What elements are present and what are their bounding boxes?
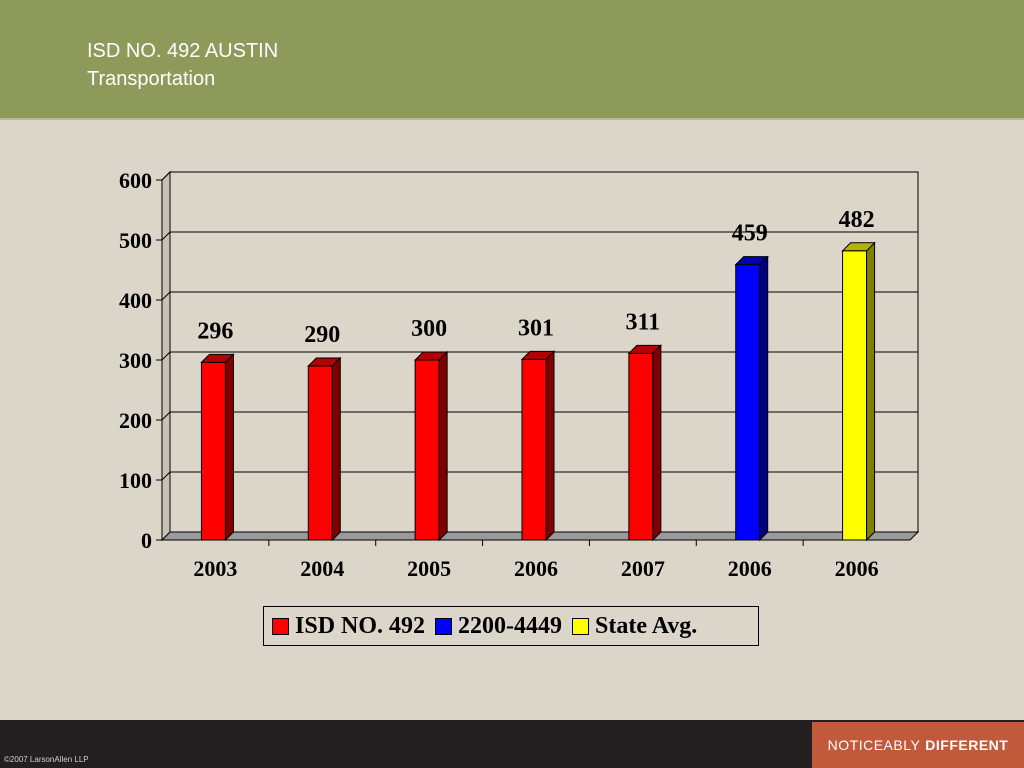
title-line-1: ISD NO. 492 AUSTIN — [87, 40, 279, 62]
x-tick-label: 2006 — [835, 556, 879, 581]
legend-item: State Avg. — [572, 613, 697, 640]
header-bar: ISD NO. 492 AUSTIN Transportation — [0, 0, 1024, 120]
brand-tagline: NOTICEABLY DIFFERENT — [812, 722, 1024, 768]
bar-top — [307, 357, 342, 367]
bar — [735, 264, 761, 541]
data-label: 300 — [411, 316, 447, 342]
gridline-side — [161, 231, 171, 241]
legend-swatch — [435, 617, 453, 635]
bar-top — [734, 256, 769, 266]
legend-label: State Avg. — [595, 612, 698, 639]
gridline-side — [161, 411, 171, 421]
bar — [200, 361, 226, 541]
bar-side — [545, 350, 555, 542]
y-tick-label: 500 — [119, 228, 152, 253]
bar-top — [841, 242, 876, 252]
gridline-side — [161, 471, 171, 481]
bar-side — [438, 350, 448, 542]
bar-top — [627, 344, 663, 354]
x-tick-label: 2005 — [407, 556, 451, 581]
legend-label: ISD NO. 492 — [295, 612, 426, 639]
bar-side — [652, 344, 662, 542]
gridline-side — [161, 171, 171, 181]
x-tick-label: 2004 — [300, 556, 344, 581]
page-title: ISD NO. 492 AUSTIN Transportation — [87, 37, 278, 93]
bar-top — [413, 351, 449, 361]
x-tick-label: 2003 — [193, 556, 237, 581]
brand-tagline-regular: NOTICEABLY — [827, 737, 921, 753]
chart-legend: ISD NO. 492 2200-4449 State Avg. — [263, 606, 759, 646]
bar — [307, 365, 333, 541]
legend-item: ISD NO. 492 — [272, 613, 425, 640]
y-tick-label: 100 — [119, 468, 152, 493]
title-line-2: Transportation — [87, 68, 216, 90]
gridline-side — [161, 291, 171, 301]
y-tick-label: 0 — [141, 528, 152, 553]
y-tick-label: 200 — [119, 408, 152, 433]
legend-swatch — [272, 617, 289, 635]
bar — [842, 250, 868, 541]
bar-top — [520, 350, 556, 360]
x-tick-label: 2007 — [621, 556, 665, 581]
bar-side — [759, 255, 769, 542]
bar — [414, 359, 440, 541]
data-label: 311 — [626, 309, 661, 335]
data-label: 296 — [197, 318, 233, 344]
bar — [628, 352, 654, 541]
y-tick-label: 600 — [119, 168, 152, 193]
bar — [521, 358, 547, 541]
bar-top — [200, 353, 235, 363]
bar-side — [866, 241, 876, 542]
brand-tagline-bold: DIFFERENT — [925, 737, 1009, 753]
legend-item: 2200-4449 — [435, 613, 562, 640]
data-label: 482 — [839, 207, 875, 233]
data-label: 290 — [304, 322, 340, 348]
data-label: 459 — [732, 221, 768, 247]
bar-side — [331, 356, 341, 542]
copyright-text: ©2007 LarsonAllen LLP — [4, 755, 89, 764]
bar-side — [224, 353, 234, 542]
x-tick-label: 2006 — [728, 556, 772, 581]
gridline-side — [161, 351, 171, 361]
y-tick-label: 400 — [119, 288, 152, 313]
x-tick-label: 2006 — [514, 556, 558, 581]
y-tick-label: 300 — [119, 348, 152, 373]
legend-label: 2200-4449 — [458, 612, 563, 639]
data-label: 301 — [518, 315, 554, 341]
legend-swatch — [572, 617, 590, 635]
